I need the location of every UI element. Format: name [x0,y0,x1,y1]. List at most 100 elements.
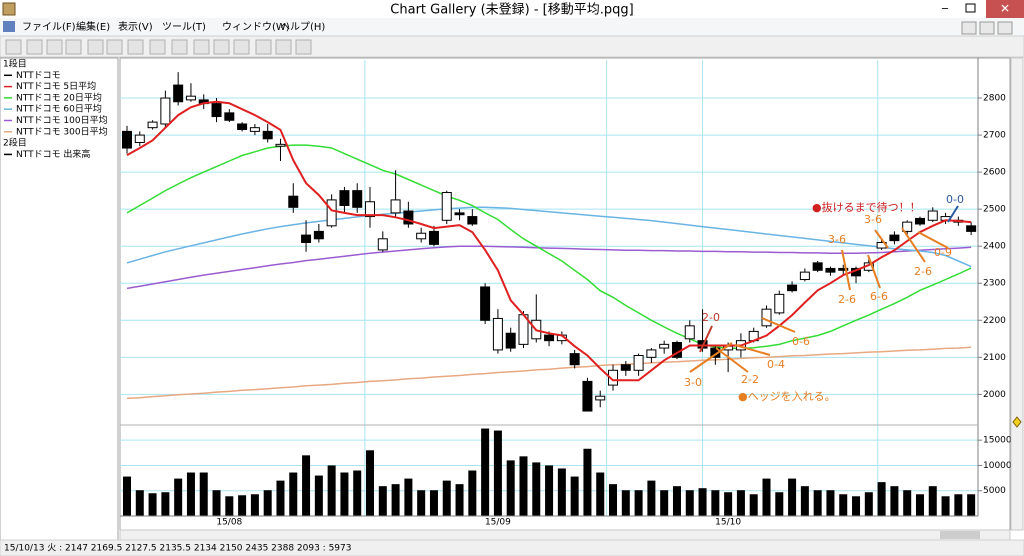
candle-body [122,130,132,149]
stroke [917,231,949,249]
candle-body [147,121,158,129]
status-text: 15/10/13 火 : 2147 2169.5 2127.5 2135.5 2… [4,543,351,554]
x-tick-label: 15/10 [715,518,741,528]
volume-bar [161,492,170,516]
volume-bar [378,486,387,516]
tool-button[interactable] [149,39,166,55]
volume-bar [302,455,311,516]
volume-bar [455,484,464,516]
candle-body [160,97,171,125]
ma-line [126,144,972,350]
volume-bar [852,496,861,516]
tool-button[interactable] [127,39,144,55]
volume-bar [621,490,630,516]
y-tick-label: 2300 [983,279,1006,289]
volume-bar [417,490,426,516]
tool-button[interactable] [46,39,63,55]
volume-bar [545,465,554,516]
candle-body [288,195,299,208]
candle-body [237,123,248,131]
horizontal-scrollbar[interactable] [119,529,1011,541]
close-button[interactable] [986,0,1024,18]
volume-bar [557,468,566,516]
candle-body [710,347,721,358]
tool-button[interactable] [295,39,312,55]
tool-button[interactable] [26,39,43,55]
annotation: 0-9 [934,246,952,259]
candle-body [582,380,593,412]
child-restore[interactable] [979,21,995,35]
legend-label: NTTドコモ 20日平均 [16,91,102,103]
tool-button[interactable] [213,39,230,55]
annotation: 0-0 [946,193,964,206]
volume-bar [634,490,643,516]
tool-button[interactable] [255,39,272,55]
tool-button[interactable] [87,39,104,55]
candle-body [211,103,222,118]
annotation: 6-6 [870,290,888,303]
volume-bar [609,484,618,516]
candle-body [659,343,670,349]
tool-button[interactable] [65,39,82,55]
legend-label: NTTドコモ 100日平均 [16,114,108,126]
volume-bar [826,490,835,516]
scroll-thumb[interactable] [940,531,980,539]
candle-body [492,317,503,351]
candle-body [480,286,491,321]
child-close[interactable] [997,21,1013,35]
candle-body [249,127,260,132]
stroke [874,229,889,249]
candle-body [799,271,810,281]
volume-bar [238,495,247,516]
volume-bar [442,480,451,516]
tool-button[interactable] [233,39,250,55]
volume-bar [570,476,579,516]
tool-button[interactable] [193,39,210,55]
y2-tick-label: 10000 [983,461,1012,471]
tool-button[interactable] [5,39,22,55]
candle-body [326,199,337,227]
child-minimize[interactable] [961,21,977,35]
volume-bar [685,490,694,516]
menu-item[interactable]: ファイル(F) [22,22,76,33]
menu-item[interactable]: ツール(T) [162,22,206,33]
minimize-button[interactable]: ─ [941,4,949,15]
ma-line [126,245,972,290]
tool-button[interactable] [106,39,123,55]
menu-bar [0,18,1024,36]
menu-item[interactable]: 表示(V) [118,20,153,33]
candle-body [301,234,312,244]
volume-bar [212,490,221,516]
annotation: 0-6 [792,335,810,348]
candle-body [467,216,478,225]
menu-item[interactable]: 編集(E) [76,20,110,33]
tool-button[interactable] [275,39,292,55]
status-bar [0,539,1024,556]
y-tick-label: 2400 [983,242,1006,252]
annotation: ●ヘッジを入れる。 [738,390,836,403]
volume-bar [954,494,963,516]
annotation: 0-4 [767,358,785,371]
candle-body [761,308,772,327]
volume-bar [481,428,490,516]
stroke [689,342,733,373]
doc-icon [3,21,15,32]
tool-button[interactable] [171,39,188,55]
scroll-marker[interactable] [1012,416,1022,428]
volume-bar [890,486,899,516]
plot-area: 2000 2100 2200 2300 2400 2500 2600 2700 2800 5000… [120,60,1012,528]
candle-body [966,225,977,232]
maximize-button[interactable] [965,3,976,13]
candle-body [352,190,363,208]
volume-bar [724,492,733,516]
pane-label: 2段目 [3,137,27,149]
candle-body [902,221,913,232]
vertical-scrollbar[interactable] [1010,57,1024,531]
volume-bar [903,490,912,516]
y2-tick-label: 5000 [983,486,1006,496]
volume-bar [928,486,937,516]
annotation: 2-6 [914,265,932,278]
menu-item[interactable]: ヘルプ(H) [280,21,325,33]
menu-item[interactable]: ウィンドウ(W) [222,21,290,33]
